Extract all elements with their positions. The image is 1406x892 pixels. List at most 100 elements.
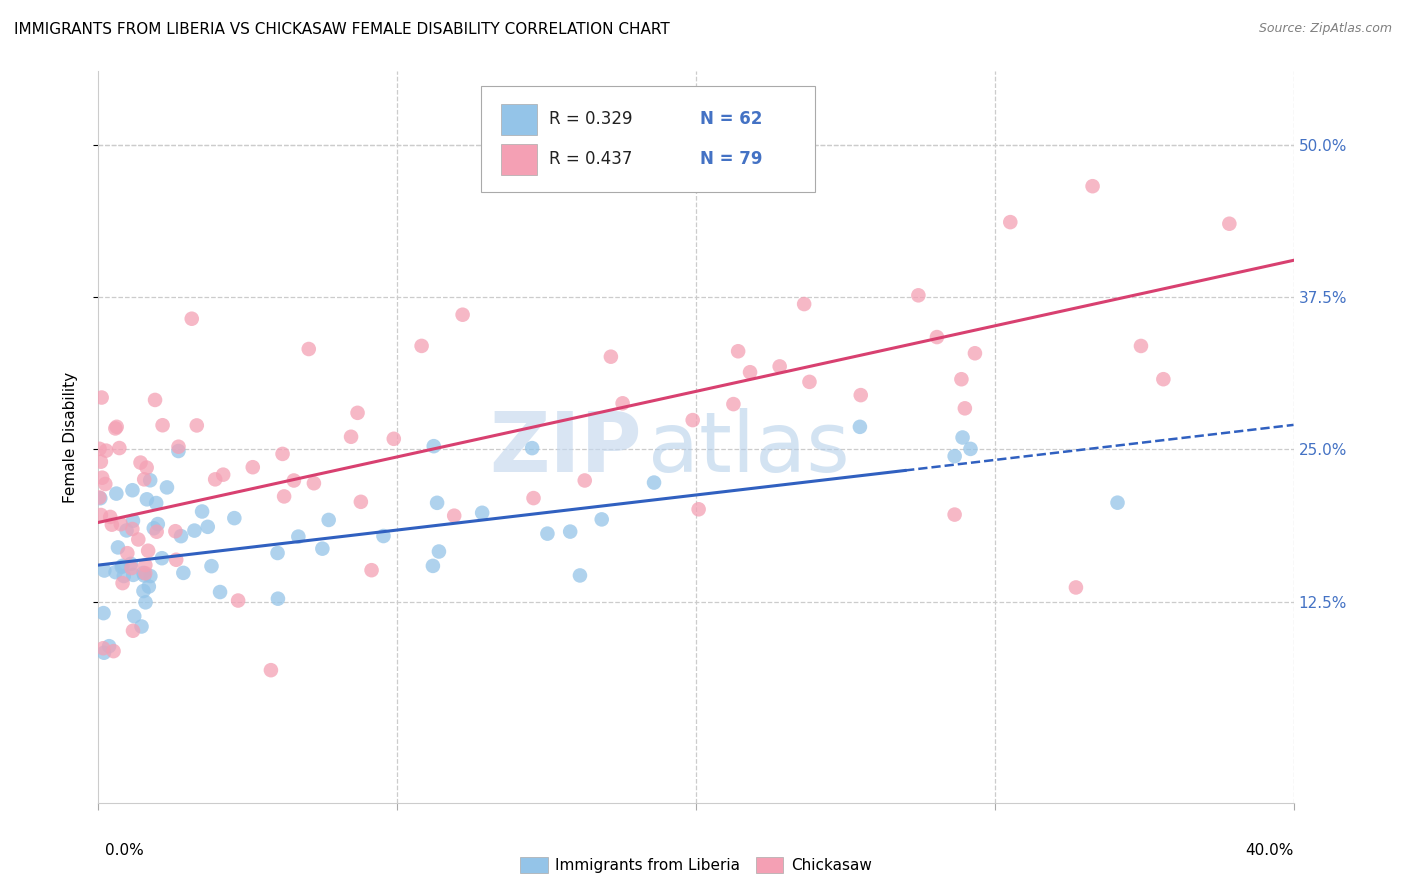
Point <box>471 506 494 520</box>
Point <box>115 524 138 538</box>
Point <box>1218 217 1240 231</box>
Point <box>271 447 294 461</box>
Point <box>612 396 634 410</box>
Point <box>727 344 749 359</box>
Point <box>197 520 219 534</box>
Point <box>950 372 973 386</box>
Point <box>212 467 235 482</box>
Point <box>643 475 665 490</box>
Point <box>191 504 214 518</box>
Point <box>1081 179 1104 194</box>
Point <box>112 569 135 583</box>
Point <box>953 401 976 416</box>
Point <box>98 510 121 524</box>
Point <box>93 564 115 578</box>
Point <box>103 644 125 658</box>
Point <box>111 558 134 573</box>
Point <box>738 365 761 379</box>
FancyBboxPatch shape <box>501 103 537 135</box>
Point <box>682 413 704 427</box>
Point <box>340 430 363 444</box>
Point <box>283 474 305 488</box>
Point <box>90 455 112 469</box>
Point <box>373 529 395 543</box>
Point <box>105 486 128 500</box>
Point <box>287 530 309 544</box>
Point <box>165 524 187 539</box>
Point <box>122 567 145 582</box>
Point <box>952 430 974 444</box>
Text: R = 0.329: R = 0.329 <box>548 110 633 128</box>
Point <box>89 442 111 456</box>
Point <box>204 472 226 486</box>
Point <box>107 541 129 555</box>
Point <box>122 624 145 638</box>
Point <box>136 543 159 558</box>
Point <box>172 566 194 580</box>
Point <box>120 557 142 571</box>
Text: N = 62: N = 62 <box>700 110 762 128</box>
Point <box>134 568 156 582</box>
Point <box>142 521 165 535</box>
Point <box>111 576 134 591</box>
Point <box>1152 372 1174 386</box>
Point <box>769 359 792 374</box>
Point <box>135 460 157 475</box>
Point <box>139 569 162 583</box>
Point <box>599 350 621 364</box>
Point <box>145 524 167 539</box>
FancyBboxPatch shape <box>501 144 537 175</box>
Point <box>134 558 156 572</box>
Point <box>134 566 156 581</box>
Point <box>536 526 558 541</box>
Point <box>135 595 157 609</box>
Point <box>302 476 325 491</box>
Text: atlas: atlas <box>648 408 849 489</box>
Point <box>101 517 124 532</box>
Point <box>121 522 143 536</box>
Point <box>209 585 232 599</box>
Point <box>799 375 821 389</box>
Point <box>242 460 264 475</box>
Point <box>318 513 340 527</box>
Point <box>427 544 450 558</box>
Point <box>94 477 117 491</box>
Point <box>520 441 543 455</box>
Point <box>108 441 131 455</box>
Point <box>411 339 433 353</box>
Point <box>943 449 966 463</box>
Point <box>688 502 710 516</box>
Point <box>360 563 382 577</box>
Point <box>91 641 114 656</box>
Point <box>90 508 112 522</box>
Point <box>150 551 173 566</box>
Text: IMMIGRANTS FROM LIBERIA VS CHICKASAW FEMALE DISABILITY CORRELATION CHART: IMMIGRANTS FROM LIBERIA VS CHICKASAW FEM… <box>14 22 669 37</box>
Point <box>925 330 948 344</box>
Point <box>121 483 143 498</box>
Point <box>849 388 872 402</box>
Point <box>382 432 405 446</box>
Point <box>574 474 596 488</box>
Point <box>90 391 112 405</box>
Point <box>117 546 139 560</box>
Point <box>1107 496 1129 510</box>
Point <box>1064 581 1087 595</box>
Point <box>121 561 143 575</box>
FancyBboxPatch shape <box>481 86 815 192</box>
Point <box>93 646 115 660</box>
Text: 0.0%: 0.0% <box>105 843 145 858</box>
Point <box>451 308 474 322</box>
Point <box>104 421 127 435</box>
Point <box>260 663 283 677</box>
Point <box>568 568 591 582</box>
Point <box>127 533 149 547</box>
Point <box>793 297 815 311</box>
Point <box>186 418 208 433</box>
Point <box>138 580 160 594</box>
Point <box>311 541 333 556</box>
Point <box>122 609 145 624</box>
Point <box>298 342 321 356</box>
Point <box>165 553 187 567</box>
Point <box>224 511 246 525</box>
Point <box>98 639 121 653</box>
